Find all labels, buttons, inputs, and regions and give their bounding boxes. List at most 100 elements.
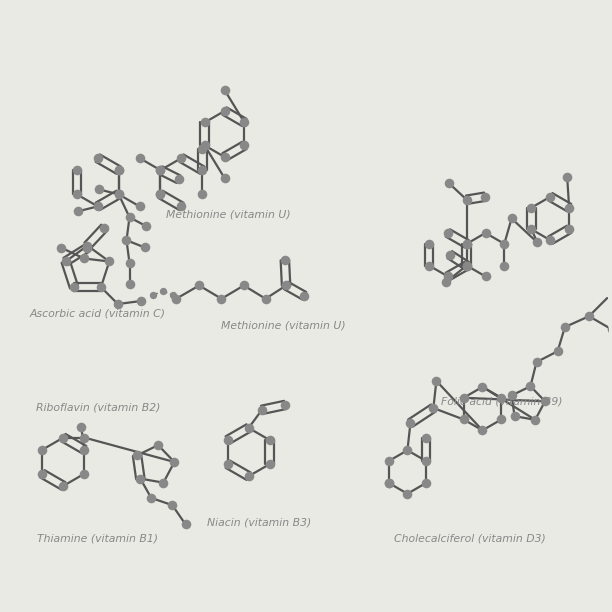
Point bbox=[80, 445, 89, 455]
Point bbox=[83, 241, 92, 250]
Point bbox=[530, 415, 540, 425]
Point bbox=[564, 203, 574, 212]
Text: Methionine (vitamin U): Methionine (vitamin U) bbox=[221, 320, 345, 330]
Point bbox=[159, 478, 168, 488]
Point bbox=[58, 433, 68, 442]
Point bbox=[73, 206, 83, 216]
Point bbox=[220, 85, 230, 95]
Point bbox=[171, 294, 181, 304]
Point bbox=[480, 272, 490, 282]
Point bbox=[72, 165, 82, 175]
Point bbox=[239, 280, 248, 290]
Point bbox=[443, 272, 453, 282]
Point bbox=[462, 239, 472, 248]
Point bbox=[170, 457, 179, 467]
Point bbox=[132, 450, 142, 460]
Point bbox=[281, 280, 291, 290]
Point bbox=[181, 520, 190, 529]
Point bbox=[421, 457, 431, 466]
Point bbox=[220, 152, 230, 162]
Point bbox=[176, 201, 186, 211]
Point bbox=[526, 203, 536, 212]
Point bbox=[477, 382, 487, 392]
Point bbox=[462, 195, 472, 204]
Point bbox=[217, 294, 226, 304]
Point bbox=[135, 201, 144, 211]
Point bbox=[69, 282, 79, 292]
Point bbox=[510, 411, 520, 421]
Point bbox=[540, 397, 550, 406]
Point bbox=[37, 469, 47, 479]
Point bbox=[122, 235, 132, 245]
Point bbox=[477, 425, 487, 435]
Point bbox=[384, 457, 394, 466]
Point bbox=[153, 440, 163, 450]
Point bbox=[141, 222, 151, 231]
Point bbox=[384, 478, 394, 488]
Point bbox=[526, 381, 536, 391]
Point bbox=[114, 190, 124, 200]
Point bbox=[445, 250, 455, 259]
Point bbox=[125, 279, 135, 289]
Point bbox=[545, 192, 555, 201]
Point bbox=[136, 296, 146, 306]
Point bbox=[113, 299, 123, 309]
Point bbox=[406, 418, 416, 428]
Point bbox=[155, 165, 165, 175]
Point bbox=[58, 481, 68, 491]
Point bbox=[194, 280, 204, 290]
Point bbox=[198, 190, 207, 200]
Point bbox=[198, 144, 207, 154]
Point bbox=[545, 235, 555, 245]
Point bbox=[299, 291, 309, 300]
Point bbox=[480, 228, 490, 238]
Point bbox=[79, 253, 89, 263]
Point bbox=[239, 141, 249, 151]
Point bbox=[244, 423, 253, 433]
Point bbox=[507, 390, 517, 400]
Point bbox=[94, 185, 104, 195]
Text: Cholecalciferol (vitamin D3): Cholecalciferol (vitamin D3) bbox=[394, 534, 546, 543]
Point bbox=[158, 286, 168, 296]
Point bbox=[125, 258, 135, 268]
Point bbox=[428, 403, 438, 413]
Point bbox=[220, 173, 230, 183]
Point bbox=[257, 405, 267, 415]
Text: Riboflavin (vitamin B2): Riboflavin (vitamin B2) bbox=[35, 403, 160, 412]
Point bbox=[174, 174, 184, 184]
Point bbox=[584, 312, 594, 321]
Point bbox=[526, 225, 536, 234]
Point bbox=[80, 433, 89, 442]
Point bbox=[532, 237, 542, 247]
Text: Folic acid (vitamin B9): Folic acid (vitamin B9) bbox=[441, 397, 563, 406]
Point bbox=[462, 261, 472, 271]
Point bbox=[80, 469, 89, 479]
Point bbox=[441, 278, 450, 288]
Point bbox=[560, 322, 570, 332]
Point bbox=[223, 435, 233, 445]
Point bbox=[459, 393, 469, 403]
Point bbox=[155, 190, 165, 200]
Point bbox=[462, 239, 472, 248]
Point bbox=[105, 256, 114, 266]
Point bbox=[507, 214, 517, 223]
Point bbox=[37, 445, 47, 455]
Point bbox=[200, 141, 209, 151]
Point bbox=[220, 106, 230, 116]
Text: Methionine (vitamin U): Methionine (vitamin U) bbox=[166, 209, 291, 219]
Point bbox=[114, 165, 124, 175]
Point bbox=[198, 165, 207, 175]
Point bbox=[264, 435, 274, 445]
Point bbox=[496, 393, 506, 403]
Point bbox=[431, 376, 441, 386]
Point bbox=[56, 243, 66, 253]
Point bbox=[280, 255, 289, 265]
Point bbox=[135, 153, 144, 163]
Point bbox=[140, 242, 149, 252]
Point bbox=[146, 493, 156, 503]
Point bbox=[168, 500, 177, 510]
Point bbox=[168, 290, 177, 300]
Point bbox=[239, 118, 249, 127]
Point bbox=[480, 192, 490, 201]
Point bbox=[200, 118, 209, 127]
